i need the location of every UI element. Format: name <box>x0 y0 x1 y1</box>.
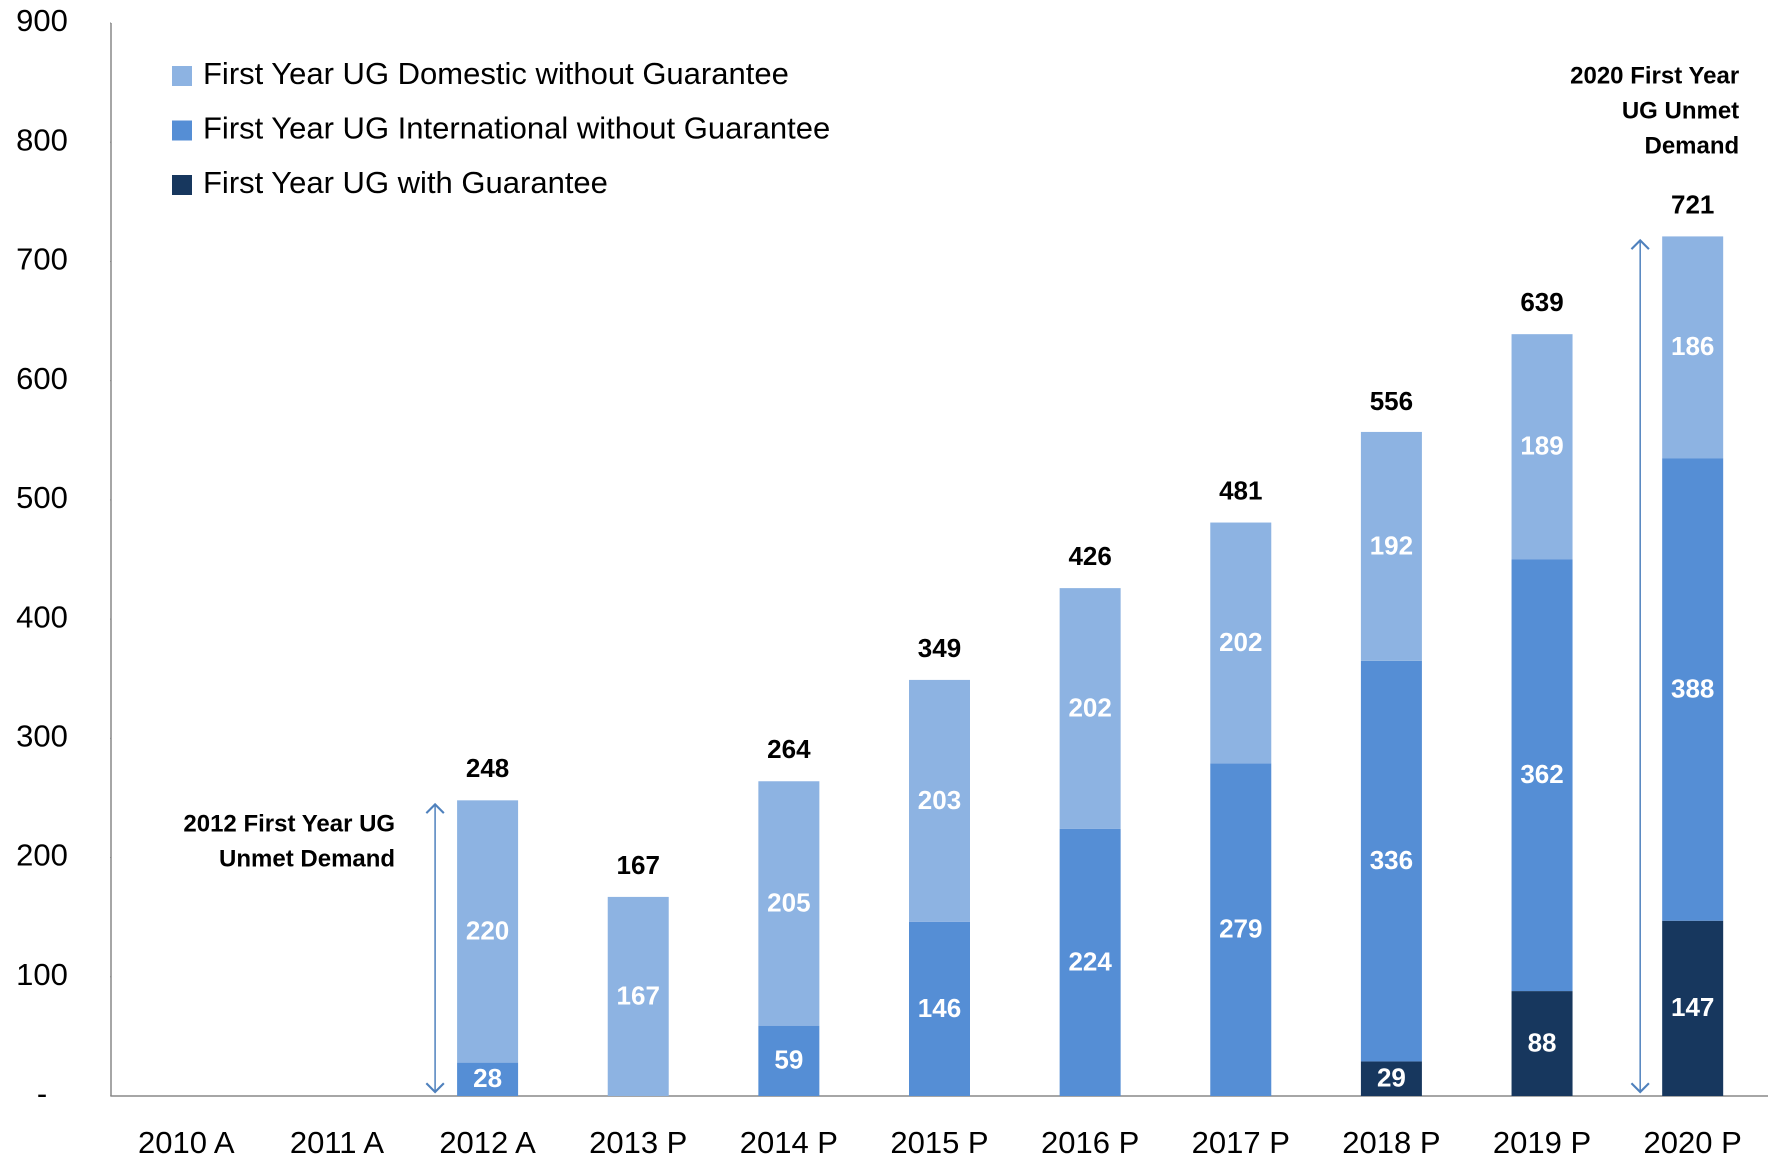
y-tick-label: 700 <box>16 242 68 277</box>
segment-label: 202 <box>1068 692 1111 722</box>
x-tick-label: 2017 P <box>1192 1125 1290 1160</box>
annotation: Demand <box>1644 132 1739 159</box>
total-label: 426 <box>1068 541 1111 571</box>
y-tick-label: - <box>37 1076 47 1111</box>
segment-label: 279 <box>1219 914 1262 944</box>
bar-segment <box>1059 828 1121 1096</box>
legend-label: First Year UG with Guarantee <box>203 165 608 200</box>
y-tick-label: 600 <box>16 361 68 396</box>
total-label: 481 <box>1219 475 1262 505</box>
legend-label: First Year UG Domestic without Guarantee <box>203 56 789 91</box>
segment-label: 146 <box>918 993 961 1023</box>
y-tick-label: 100 <box>16 957 68 992</box>
legend-swatch <box>172 175 192 195</box>
segment-label: 88 <box>1528 1027 1557 1057</box>
segment-label: 224 <box>1068 946 1112 976</box>
segment-label: 28 <box>473 1063 502 1093</box>
bar-segment <box>1662 458 1724 921</box>
bar-segment <box>1511 991 1573 1096</box>
annotation: 2012 First Year UG <box>183 810 395 837</box>
annotation: 2020 First Year <box>1570 62 1739 89</box>
bar-segment <box>758 781 820 1026</box>
bar-segment <box>758 1025 820 1096</box>
y-tick-label: 800 <box>16 122 68 157</box>
total-label: 556 <box>1370 386 1413 416</box>
bar-segment <box>1360 660 1422 1062</box>
x-tick-label: 2014 P <box>740 1125 838 1160</box>
segment-label: 388 <box>1671 673 1714 703</box>
x-tick-label: 2015 P <box>890 1125 988 1160</box>
bar-segment <box>1360 1061 1422 1096</box>
segment-label: 189 <box>1520 431 1563 461</box>
annotation: Unmet Demand <box>219 845 395 872</box>
total-label: 248 <box>466 753 509 783</box>
bar-segment <box>909 921 970 1096</box>
legend-swatch <box>172 120 192 141</box>
x-tick-label: 2013 P <box>589 1125 687 1160</box>
segment-label: 362 <box>1520 759 1563 789</box>
x-tick-label: 2010 A <box>138 1125 235 1160</box>
bar-segment <box>909 679 970 922</box>
x-tick-label: 2020 P <box>1644 1125 1742 1160</box>
total-label: 264 <box>767 734 811 764</box>
segment-label: 147 <box>1671 992 1714 1022</box>
y-tick-label: 200 <box>16 838 68 873</box>
x-tick-label: 2011 A <box>290 1125 385 1160</box>
segment-label: 203 <box>918 785 961 815</box>
bar-segment <box>1662 920 1724 1096</box>
annotation: UG Unmet <box>1622 97 1739 124</box>
legend-label: First Year UG International without Guar… <box>203 111 830 146</box>
segment-label: 336 <box>1370 845 1413 875</box>
x-tick-label: 2012 A <box>439 1125 536 1160</box>
total-label: 349 <box>918 633 961 663</box>
y-tick-label: 400 <box>16 599 68 634</box>
bar-segment <box>607 896 669 1096</box>
segment-label: 59 <box>774 1045 803 1075</box>
segment-label: 29 <box>1377 1063 1406 1093</box>
segment-label: 220 <box>466 915 509 945</box>
bar-segment <box>1511 559 1573 992</box>
segment-label: 186 <box>1671 331 1714 361</box>
y-tick-label: 300 <box>16 719 68 754</box>
total-label: 167 <box>617 850 660 880</box>
legend-swatch <box>172 66 192 86</box>
bar-segment <box>457 1062 519 1096</box>
total-label: 721 <box>1671 189 1714 219</box>
x-tick-label: 2018 P <box>1342 1125 1440 1160</box>
bar-segment <box>1662 236 1724 459</box>
bar-segment <box>1059 588 1121 829</box>
bar-segment <box>1210 522 1272 764</box>
x-tick-label: 2019 P <box>1493 1125 1591 1160</box>
segment-label: 167 <box>617 980 660 1010</box>
bar-segment <box>1210 763 1272 1096</box>
y-tick-label: 500 <box>16 480 68 515</box>
bar-segment <box>1511 334 1573 560</box>
segment-label: 205 <box>767 887 810 917</box>
segment-label: 192 <box>1370 530 1413 560</box>
bar-segment <box>457 800 519 1063</box>
y-tick-label: 900 <box>16 3 68 38</box>
segment-label: 202 <box>1219 627 1262 657</box>
x-tick-label: 2016 P <box>1041 1125 1139 1160</box>
bar-segment <box>1360 431 1422 661</box>
total-label: 639 <box>1520 287 1563 317</box>
